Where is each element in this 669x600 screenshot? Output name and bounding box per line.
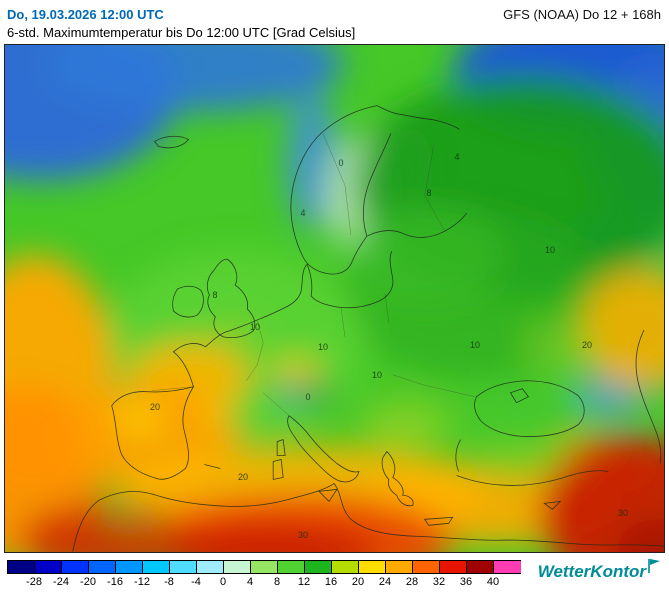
legend-segment: [8, 561, 35, 573]
legend-segment: -4: [191, 561, 224, 588]
header: Do, 19.03.2026 12:00 UTC GFS (NOAA) Do 1…: [0, 0, 669, 40]
brand-name: WetterKontor: [537, 562, 646, 581]
legend-tick-label: 20: [351, 576, 365, 588]
legend-segment: 36: [460, 561, 494, 588]
map-temp-label: 10: [249, 322, 261, 332]
map-temp-label: 8: [212, 290, 218, 300]
map-temp-label: 0: [305, 392, 311, 402]
legend-tick-label: -24: [53, 576, 69, 588]
map-title: 6-std. Maximumtemperatur bis Do 12:00 UT…: [7, 25, 356, 40]
map-temp-label: 10: [469, 340, 481, 350]
map-temp-label: 20: [149, 402, 161, 412]
legend-tick-label: 28: [405, 576, 419, 588]
temperature-field: [5, 45, 664, 552]
footer: -28 -24 -20 -16 -12 -8 -4 0 4 8 12 16 20 24 28 32 36 40 W…: [7, 559, 661, 596]
header-row: Do, 19.03.2026 12:00 UTC GFS (NOAA) Do 1…: [7, 7, 661, 22]
legend-segment: -24: [53, 561, 89, 588]
legend-tick-label: 4: [246, 576, 254, 588]
legend-tick-label: 40: [486, 576, 500, 588]
legend-tick-label: 8: [273, 576, 281, 588]
model-info: GFS (NOAA) Do 12 + 168h: [503, 7, 661, 22]
legend-tick-label: -12: [134, 576, 150, 588]
legend-tick-label: 16: [324, 576, 338, 588]
map-temp-label: 30: [297, 530, 309, 540]
map-temp-label: 20: [581, 340, 593, 350]
legend-segment: 32: [433, 561, 467, 588]
legend-segment: 24: [379, 561, 413, 588]
legend-tick-label: -4: [191, 576, 201, 588]
map-temp-label: 4: [454, 152, 460, 162]
legend-segment: 8: [274, 561, 305, 588]
legend-segment: -12: [134, 561, 170, 588]
legend-segment: 4: [247, 561, 278, 588]
coastlines: [72, 105, 664, 552]
legend-tick-label: -28: [26, 576, 42, 588]
legend-segment: -8: [164, 561, 197, 588]
legend-tick-label: -16: [107, 576, 123, 588]
brand-flag-icon: [648, 559, 660, 573]
forecast-datetime: Do, 19.03.2026 12:00 UTC: [7, 7, 164, 22]
legend-tick-label: -8: [164, 576, 174, 588]
map-temp-label: 4: [300, 208, 306, 218]
legend-segment: 12: [298, 561, 332, 588]
temperature-map: 0 4 8 4 8 10 10 0 10 10 10 20 20 20 30 30: [4, 44, 665, 553]
legend-tick-label: 24: [378, 576, 392, 588]
country-borders: [151, 133, 475, 416]
legend-segment: 40: [487, 561, 521, 588]
map-temp-label: 10: [544, 245, 556, 255]
legend-tick-label: 36: [459, 576, 473, 588]
legend-segment: 16: [325, 561, 359, 588]
europe-map-svg: [5, 45, 664, 552]
map-temp-label: 30: [617, 508, 629, 518]
temperature-legend: -28 -24 -20 -16 -12 -8 -4 0 4 8 12 16 20 24 28 32 36 40: [7, 560, 521, 588]
legend-segment: 20: [352, 561, 386, 588]
map-temp-label: 0: [338, 158, 344, 168]
map-temp-label: 10: [371, 370, 383, 380]
legend-segment: -28: [26, 561, 62, 588]
wetterkontor-logo[interactable]: WetterKontor: [537, 559, 661, 582]
legend-segment: -20: [80, 561, 116, 588]
legend-segment: -16: [107, 561, 143, 588]
legend-tick-label: 12: [297, 576, 311, 588]
legend-tick-label: -20: [80, 576, 96, 588]
map-temp-label: 20: [237, 472, 249, 482]
legend-tick-label: 0: [219, 576, 227, 588]
legend-segment: 0: [220, 561, 251, 588]
map-temp-label: 10: [317, 342, 329, 352]
map-temp-label: 8: [426, 188, 432, 198]
legend-segment: 28: [406, 561, 440, 588]
legend-tick-label: 32: [432, 576, 446, 588]
